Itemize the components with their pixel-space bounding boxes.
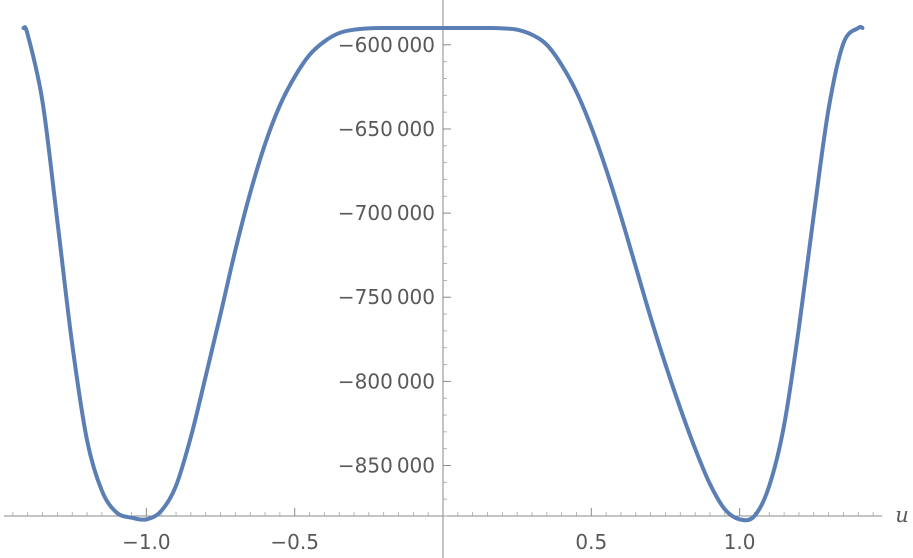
series-line-0	[21, 24, 865, 523]
y-tick-label: −600 000	[338, 33, 435, 57]
tick-labels: −1.0 −0.5 0.5 1.0 −600 000 −650 000 −700 000 −7…	[122, 33, 755, 554]
axes	[4, 0, 882, 558]
y-tick-label: −700 000	[338, 201, 435, 225]
x-tick-label: 1.0	[724, 530, 756, 554]
y-tick-label: −750 000	[338, 285, 435, 309]
y-tick-label: −800 000	[338, 369, 435, 393]
x-tick-label: −1.0	[122, 530, 171, 554]
y-tick-label: −850 000	[338, 454, 435, 478]
y-tick-label: −650 000	[338, 117, 435, 141]
x-axis-title: u	[895, 503, 909, 527]
series	[21, 24, 865, 523]
x-tick-label: −0.5	[270, 530, 319, 554]
x-tick-label: 0.5	[575, 530, 607, 554]
